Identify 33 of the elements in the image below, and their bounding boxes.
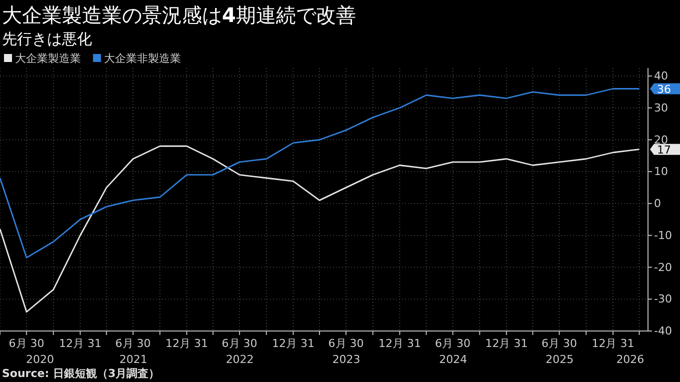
y-tick-label: 30 (654, 101, 668, 114)
x-tick-label: 6月 30 (435, 337, 471, 350)
y-tick-label: -10 (654, 228, 672, 242)
x2-tick-label: 2023 (332, 353, 360, 366)
x2-tick-label: 2022 (226, 353, 254, 366)
legend-label: 大企業非製造業 (104, 52, 181, 65)
source-note: Source: 日銀短観（3月調査） (2, 367, 160, 380)
x-tick-label: 12月 31 (58, 337, 102, 350)
legend-label: 大企業製造業 (15, 52, 81, 65)
x-tick-label: 6月 30 (222, 337, 258, 350)
x-tick-label: 12月 31 (485, 337, 528, 350)
data-label: 36 (657, 82, 671, 96)
y-tick-label: -40 (654, 324, 672, 338)
chart-title: 大企業製造業の景況感は4期連続で改善 (2, 3, 356, 27)
x-tick-label: 12月 31 (272, 337, 314, 350)
x2-tick-label: 2025 (546, 353, 574, 366)
x2-tick-label: 2020 (26, 353, 54, 366)
y-tick-label: 40 (654, 70, 668, 82)
x2-tick-label: 2021 (119, 353, 148, 366)
chart-subtitle: 先行きは悪化 (2, 30, 92, 48)
x-tick-label: 6月 30 (8, 337, 44, 350)
y-tick-label: 0 (654, 197, 661, 210)
x2-tick-label: 2026 (616, 353, 644, 366)
x-tick-label: 12月 31 (592, 337, 634, 350)
y-tick-label: 10 (654, 165, 668, 178)
x-tick-label: 12月 31 (165, 337, 208, 350)
y-tick-label: -20 (654, 260, 672, 274)
x-tick-label: 12月 31 (378, 337, 421, 350)
x-tick-label: 6月 30 (328, 337, 364, 350)
y-tick-label: -30 (654, 292, 672, 306)
x2-tick-label: 2024 (439, 353, 468, 366)
x-tick-label: 6月 30 (115, 337, 151, 350)
x-tick-label: 6月 30 (542, 337, 578, 350)
